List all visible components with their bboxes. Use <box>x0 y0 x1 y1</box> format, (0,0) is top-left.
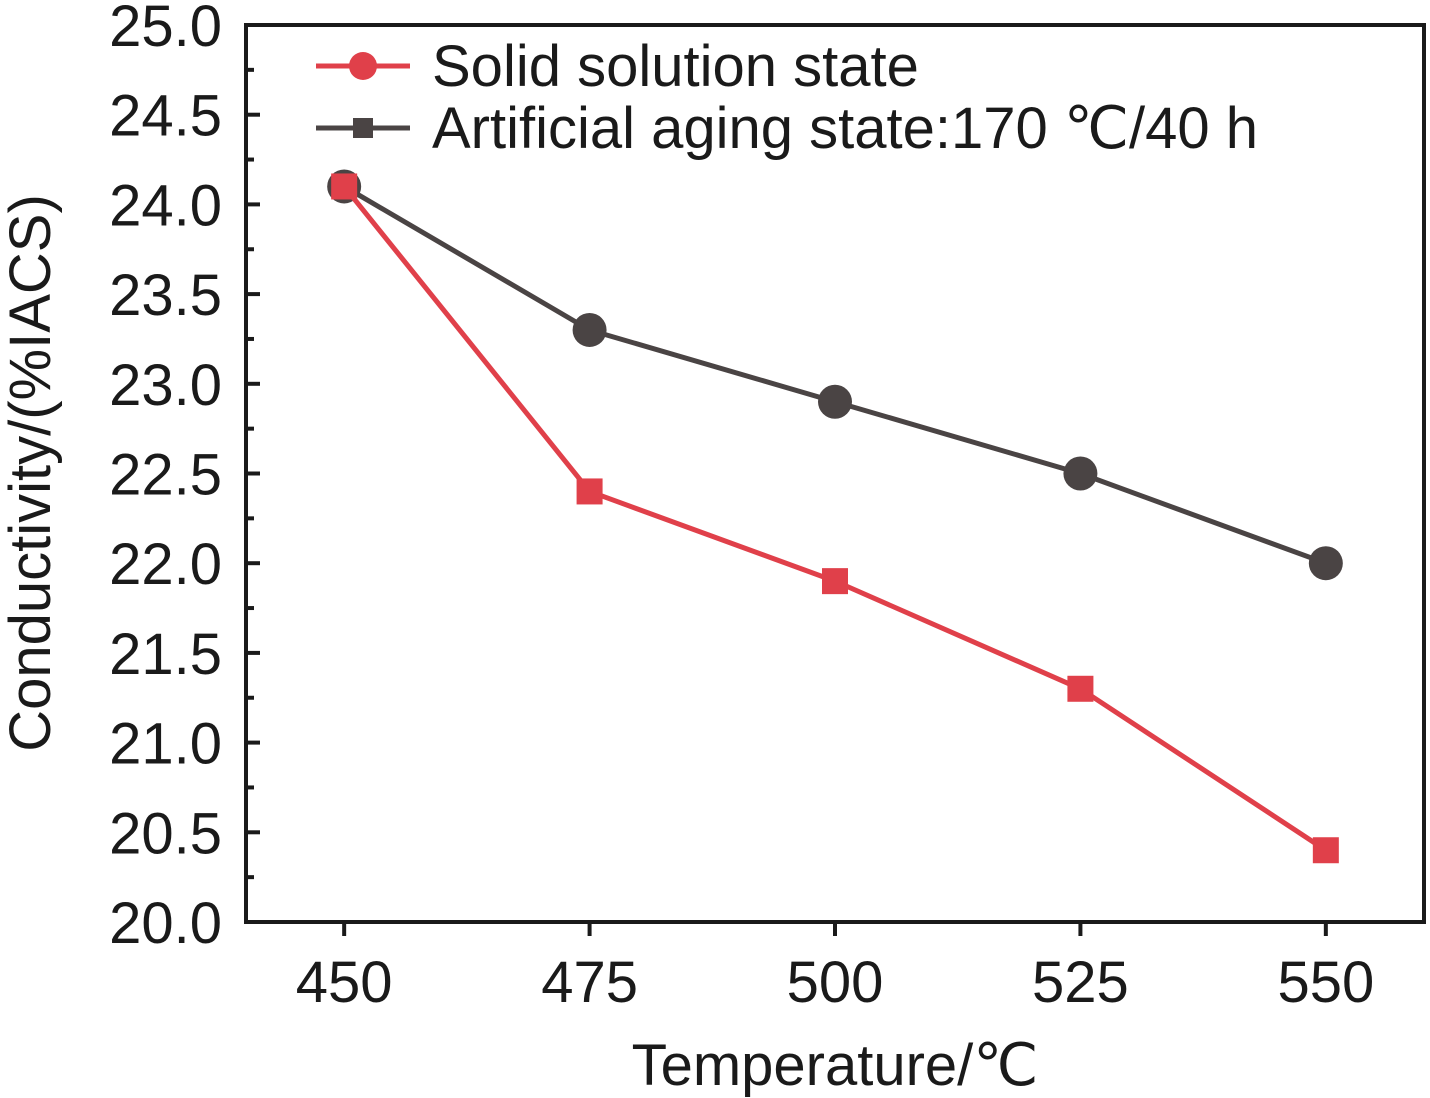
x-axis-title: Temperature/℃ <box>632 1033 1039 1098</box>
series-line <box>342 184 1327 566</box>
data-point <box>1063 456 1098 491</box>
y-tick-label: 24.5 <box>109 84 222 149</box>
x-tick-label: 475 <box>541 950 638 1015</box>
data-point <box>818 384 852 419</box>
series-line <box>342 184 1328 853</box>
data-point <box>1067 675 1094 702</box>
y-axis: 20.0 20.5 21.0 21.5 22.0 22.5 23.0 23.5 24.0 24.5… <box>109 0 260 956</box>
series-solid-solution <box>331 173 1339 864</box>
y-tick-label: 21.5 <box>109 622 222 687</box>
legend-label: Artificial aging state:170 ℃/40 h <box>432 96 1258 161</box>
x-tick-label: 500 <box>787 950 884 1015</box>
legend-item: Artificial aging state:170 ℃/40 h <box>316 96 1258 161</box>
data-point <box>1312 837 1339 864</box>
series-layer <box>327 169 1343 864</box>
y-tick-label: 22.0 <box>109 532 222 597</box>
y-tick-label: 23.5 <box>109 263 222 328</box>
x-axis: 450 475 500 525 550 <box>296 922 1374 1015</box>
x-tick-label: 550 <box>1277 950 1374 1015</box>
data-point <box>1308 546 1343 581</box>
data-point <box>331 173 358 200</box>
series-artificial-aging <box>327 169 1343 581</box>
data-point <box>576 478 603 505</box>
y-tick-label: 24.0 <box>109 173 222 238</box>
legend-marker <box>349 52 377 80</box>
legend-item: Solid solution state <box>316 34 919 99</box>
y-axis-title: Conductivity/(%IACS) <box>0 194 63 752</box>
legend-label: Solid solution state <box>432 34 919 99</box>
y-tick-label: 22.5 <box>109 443 222 508</box>
data-point <box>572 312 607 347</box>
x-tick-label: 525 <box>1032 950 1129 1015</box>
legend-marker <box>353 118 373 138</box>
y-tick-label: 21.0 <box>109 712 222 777</box>
y-tick-label: 25.0 <box>109 0 222 59</box>
y-tick-label: 23.0 <box>109 353 222 418</box>
y-tick-label: 20.5 <box>109 801 222 866</box>
y-tick-label: 20.0 <box>109 891 222 956</box>
x-tick-label: 450 <box>296 950 393 1015</box>
data-point <box>822 568 848 595</box>
